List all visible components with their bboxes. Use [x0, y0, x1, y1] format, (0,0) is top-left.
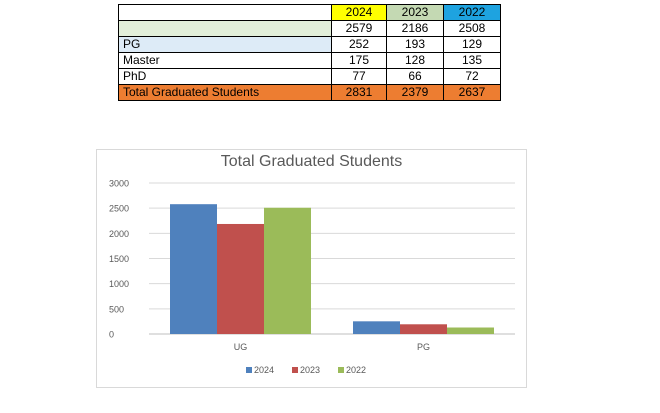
table-cell: 175 — [331, 52, 387, 69]
legend-swatch — [338, 367, 344, 373]
bar-2023-UG — [217, 223, 264, 334]
y-tick-label: 0 — [109, 330, 114, 340]
table-header-year: 2023 — [386, 4, 444, 21]
table-header-row: 2024 2023 2022 — [118, 4, 501, 21]
table-row: Master 175 128 135 — [118, 52, 501, 69]
chart-area: Total Graduated Students 0 500 1000 1500 200… — [96, 149, 527, 388]
table-cell: 129 — [443, 36, 501, 53]
table-row-label: Total Graduated Students — [118, 84, 332, 101]
table-cell: 77 — [331, 68, 387, 85]
table-header-year: 2024 — [331, 4, 387, 21]
bar-2023-PG — [400, 324, 447, 334]
table-cell: 193 — [386, 36, 444, 53]
bar-2024-UG — [170, 204, 217, 334]
table-cell: 135 — [443, 52, 501, 69]
data-table: 2024 2023 2022 2579 2186 2508 PG 252 193 129 Maste… — [118, 4, 501, 101]
table-row-label: PG — [118, 36, 332, 53]
bar-2022-UG — [264, 207, 311, 334]
table-row: Total Graduated Students 2831 2379 2637 — [118, 84, 501, 101]
table-cell: 66 — [386, 68, 444, 85]
bar-2024-PG — [353, 321, 400, 334]
x-tick-label: UG — [234, 342, 248, 352]
table-row: PhD 77 66 72 — [118, 68, 501, 85]
legend-label: 2024 — [254, 365, 274, 375]
table-cell: 2508 — [443, 20, 501, 37]
legend-swatch — [246, 367, 252, 373]
bar-chart: 0 500 1000 1500 2000 2500 3000 UG PG 2024 2023 2022 — [109, 179, 515, 375]
table-row-label: Master — [118, 52, 332, 69]
table-cell: 2186 — [386, 20, 444, 37]
table-header-year: 2022 — [443, 4, 501, 21]
y-tick-label: 3000 — [109, 179, 129, 189]
legend-swatch — [292, 367, 298, 373]
table-cell: 2831 — [331, 84, 387, 101]
table-cell: 2637 — [443, 84, 501, 101]
chart-title: Total Graduated Students — [220, 153, 403, 170]
y-tick-label: 500 — [109, 304, 124, 314]
table-row: 2579 2186 2508 — [118, 20, 501, 37]
x-tick-label: PG — [417, 342, 430, 352]
y-tick-label: 2500 — [109, 204, 129, 214]
bar-2022-PG — [447, 327, 494, 334]
y-tick-label: 2000 — [109, 229, 129, 239]
table-header-blank — [118, 4, 332, 21]
table-cell: 2579 — [331, 20, 387, 37]
table-row: PG 252 193 129 — [118, 36, 501, 53]
table-cell: 72 — [443, 68, 501, 85]
legend-label: 2022 — [346, 365, 366, 375]
y-tick-label: 1000 — [109, 279, 129, 289]
table-cell: 2379 — [386, 84, 444, 101]
legend-label: 2023 — [300, 365, 320, 375]
table-cell: 128 — [386, 52, 444, 69]
y-tick-label: 1500 — [109, 254, 129, 264]
table-row-label: PhD — [118, 68, 332, 85]
table-cell: 252 — [331, 36, 387, 53]
table-row-label — [118, 20, 332, 37]
